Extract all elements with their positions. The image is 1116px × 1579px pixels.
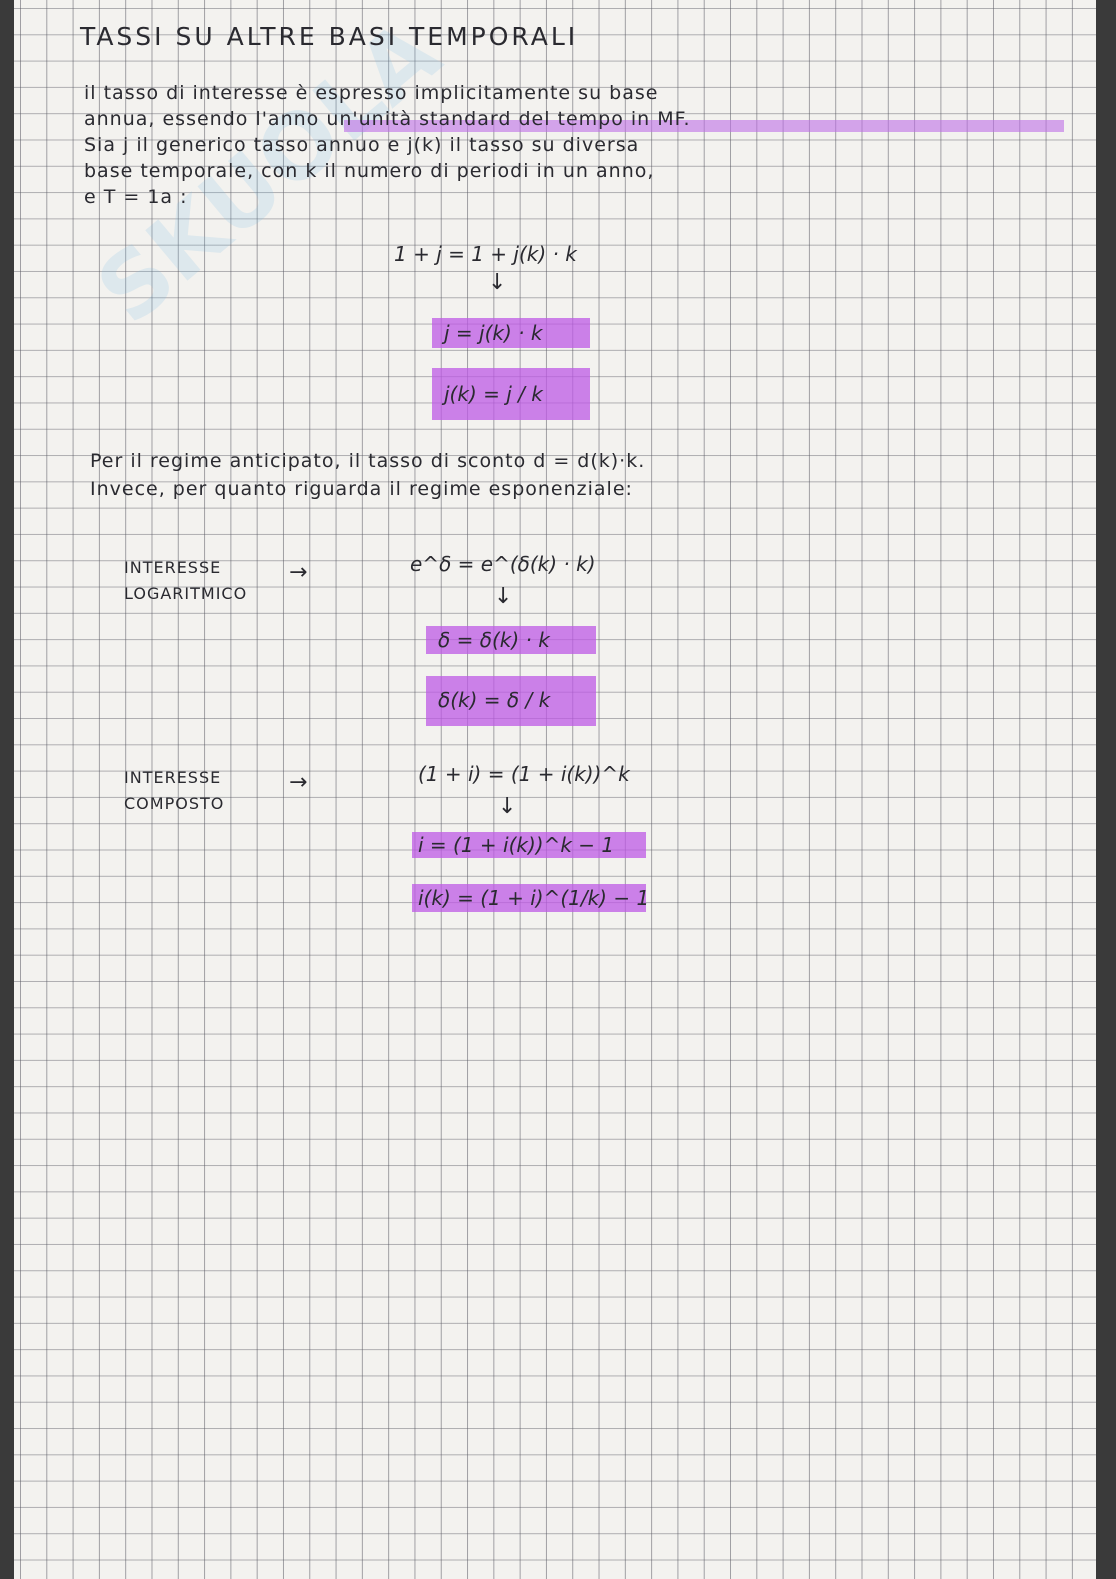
arrow-down-icon: ↓ xyxy=(498,794,517,819)
highlight-box xyxy=(426,676,596,726)
page-title: TASSI SU ALTRE BASI TEMPORALI xyxy=(80,22,579,51)
intro-line: e T = 1a : xyxy=(84,186,188,208)
highlight-underline xyxy=(344,120,1064,132)
formula-eq: 1 + j = 1 + j(k) · k xyxy=(394,242,577,266)
intro-line: annua, essendo l'anno un'unità standard … xyxy=(84,108,691,130)
label: INTERESSE xyxy=(124,768,222,787)
highlight-box xyxy=(432,318,590,348)
arrow-right-icon: → xyxy=(289,770,308,795)
intro-line: Sia j il generico tasso annuo e j(k) il … xyxy=(84,134,640,156)
formula-eq: e^δ = e^(δ(k) · k) xyxy=(410,552,596,576)
notebook-page: SKUOLA TASSI SU ALTRE BASI TEMPORALI il … xyxy=(14,0,1096,1579)
highlight-box xyxy=(412,884,646,912)
arrow-down-icon: ↓ xyxy=(488,270,507,295)
intro-line: il tasso di interesse è espresso implici… xyxy=(84,82,659,104)
formula-box: j = j(k) · k xyxy=(444,321,543,345)
label: INTERESSE xyxy=(124,558,222,577)
formula-box: i(k) = (1 + i)^(1/k) − 1 xyxy=(418,886,650,910)
label: COMPOSTO xyxy=(124,794,225,813)
label: LOGARITMICO xyxy=(124,584,248,603)
text-line: Invece, per quanto riguarda il regime es… xyxy=(90,478,633,500)
formula-box: δ(k) = δ / k xyxy=(438,688,551,712)
arrow-right-icon: → xyxy=(289,560,308,585)
text-line: Per il regime anticipato, il tasso di sc… xyxy=(90,450,646,472)
formula-eq: (1 + i) = (1 + i(k))^k xyxy=(418,762,630,786)
formula-box: δ = δ(k) · k xyxy=(438,628,550,652)
highlight-box xyxy=(426,626,596,654)
formula-box: i = (1 + i(k))^k − 1 xyxy=(418,833,615,857)
highlight-box xyxy=(412,832,646,858)
formula-box: j(k) = j / k xyxy=(444,382,543,406)
highlight-box xyxy=(432,368,590,420)
intro-line: base temporale, con k il numero di perio… xyxy=(84,160,655,182)
arrow-down-icon: ↓ xyxy=(494,584,513,609)
